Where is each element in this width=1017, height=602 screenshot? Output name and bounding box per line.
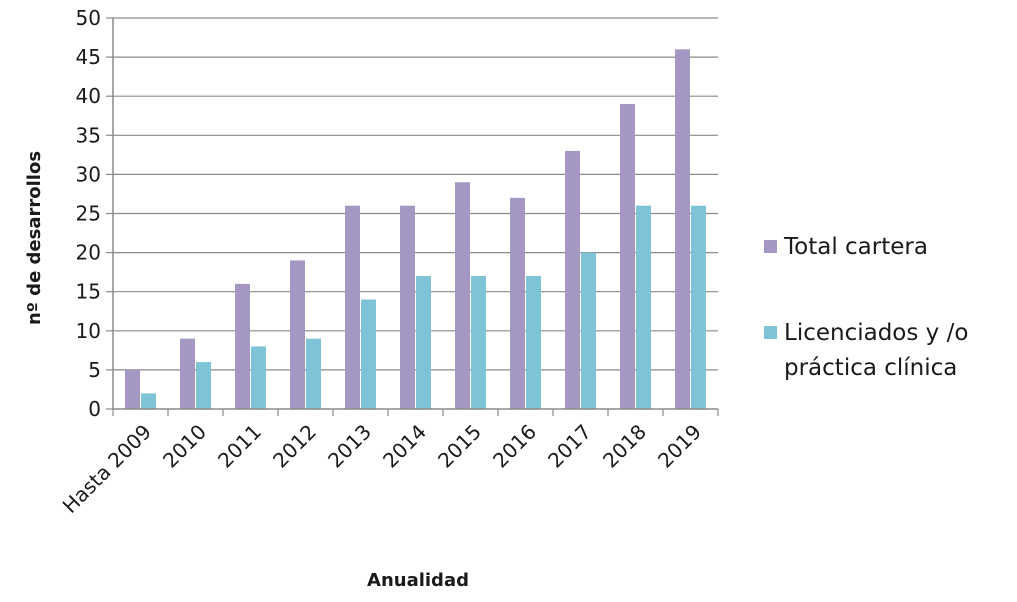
bar-total-cartera-0 [125,369,140,409]
x-tick-label: Hasta 2009 [58,420,156,518]
x-tick-label: 2016 [488,420,541,473]
y-tick-label: 45 [76,45,101,69]
bar-licenciados-2 [251,346,266,409]
bar-licenciados-10 [691,205,706,409]
legend-swatch [764,240,777,253]
x-tick-label: 2013 [323,420,376,473]
x-axis-title: Anualidad [367,570,469,591]
bar-total-cartera-8 [565,150,580,409]
bar-licenciados-9 [636,205,651,409]
x-tick-label: 2012 [268,420,321,473]
legend-label: práctica clínica [784,355,957,381]
bar-licenciados-5 [416,276,431,409]
bar-total-cartera-10 [675,49,690,409]
x-tick-label: 2011 [213,420,266,473]
bar-licenciados-0 [141,393,156,409]
y-tick-label: 50 [76,6,101,30]
bar-total-cartera-9 [620,104,635,410]
bar-licenciados-4 [361,299,376,409]
bar-licenciados-1 [196,362,211,409]
bar-licenciados-7 [526,276,541,409]
y-tick-label: 30 [76,162,101,186]
bar-licenciados-6 [471,276,486,409]
legend-label: Licenciados y /o [784,320,968,346]
y-tick-label: 15 [76,280,101,304]
x-tick-label: 2018 [598,420,651,473]
y-tick-label: 35 [76,123,101,147]
x-tick-label: 2017 [543,420,596,473]
bar-total-cartera-4 [345,205,360,409]
bar-licenciados-3 [306,338,321,409]
x-tick-label: 2019 [653,420,706,473]
bar-total-cartera-3 [290,260,305,409]
x-tick-label: 2014 [378,420,431,473]
legend: Total cartera Licenciados y /o práctica cl… [764,234,968,381]
bar-total-cartera-1 [180,338,195,409]
legend-swatch [764,326,777,339]
bar-total-cartera-2 [235,283,250,409]
y-tick-label: 5 [88,358,101,382]
y-tick-label: 0 [88,397,101,421]
y-tick-label: 40 [76,84,101,108]
bar-licenciados-8 [581,252,596,409]
x-tick-label: 2010 [158,420,211,473]
bar-total-cartera-6 [455,182,470,409]
y-axis-title: nº de desarrollos [24,151,45,325]
y-tick-label: 20 [76,241,101,265]
legend-label: Total cartera [783,234,928,260]
bar-total-cartera-5 [400,205,415,409]
y-tick-label: 10 [76,319,101,343]
y-tick-label: 25 [76,202,101,226]
bar-total-cartera-7 [510,197,525,409]
x-tick-label: 2015 [433,420,486,473]
